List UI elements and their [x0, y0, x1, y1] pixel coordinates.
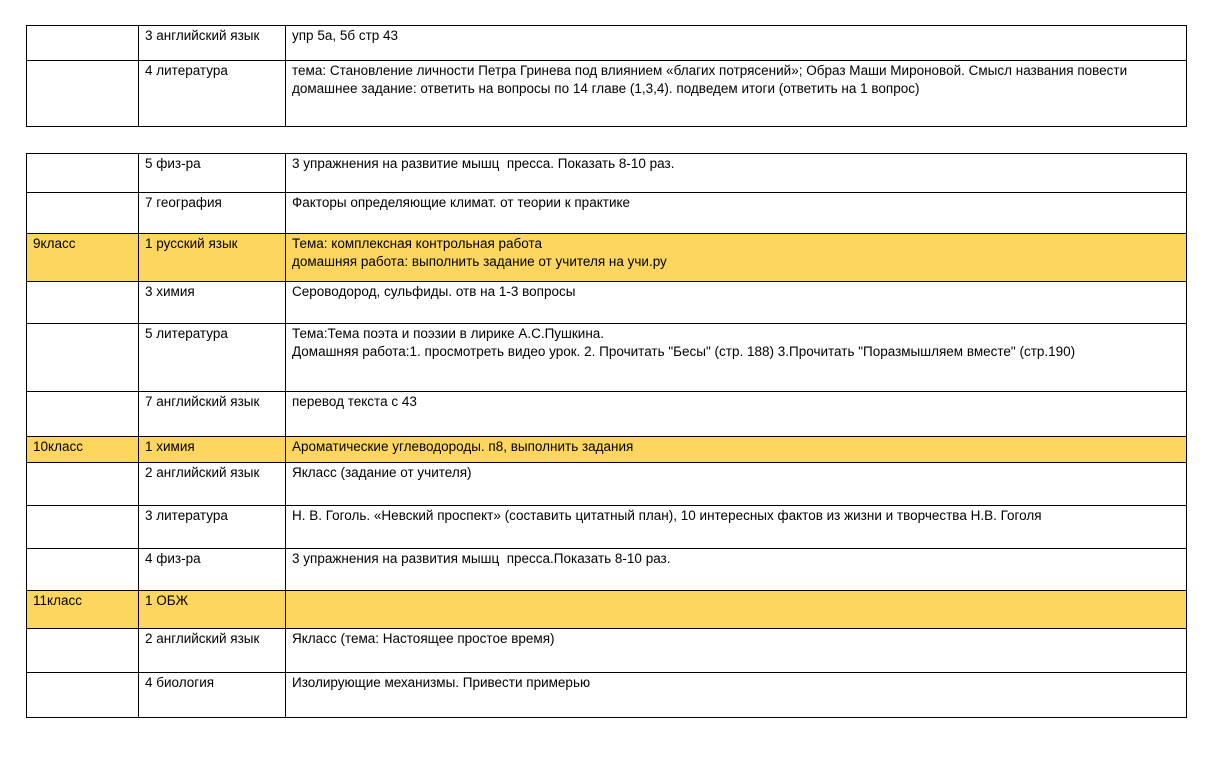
homework-line: перевод текста с 43 [292, 394, 417, 409]
homework-line: Якласс (задание от учителя) [292, 465, 472, 480]
subject-cell: 4 физ-ра [138, 548, 286, 591]
homework-cell: Факторы определяющие климат. от теории к… [285, 192, 1187, 234]
homework-cell: Изолирующие механизмы. Привести примерью [285, 672, 1187, 718]
homework-line: 3 упражнения на развития мышц пресса.Пок… [292, 551, 671, 566]
subject-cell: 7 география [138, 192, 286, 234]
table-row: 9класс 1 русский язык Тема: комплексная ко… [26, 233, 1187, 282]
homework-cell: Якласс (тема: Настоящее простое время) [285, 628, 1187, 673]
homework-line: тема: Становление личности Петра Гринева… [292, 63, 1128, 78]
homework-line: Н. В. Гоголь. «Невский проспект» (состав… [292, 508, 1042, 523]
grade-cell [26, 323, 139, 392]
grade-cell: 10класс [26, 436, 139, 463]
table-row: 4 биология Изолирующие механизмы. Привест… [26, 672, 1187, 718]
homework-cell: перевод текста с 43 [285, 391, 1187, 437]
grade-cell [26, 25, 139, 61]
grade-cell [26, 281, 139, 324]
grade-cell [26, 153, 139, 193]
homework-line: Якласс (тема: Настоящее простое время) [292, 631, 555, 646]
grade-cell [26, 391, 139, 437]
grade-cell [26, 672, 139, 718]
grade-cell [26, 548, 139, 591]
grade-cell [26, 505, 139, 549]
homework-line: Домашняя работа:1. просмотреть видео уро… [292, 344, 1076, 359]
table-row: 10класс 1 химия Ароматические углеводороды… [26, 436, 1187, 463]
subject-cell: 1 ОБЖ [138, 590, 286, 629]
upper-homework-table: 3 английский язык упр 5а, 5б стр 43 4 лите… [26, 25, 1187, 127]
homework-line: Факторы определяющие климат. от теории к… [292, 195, 631, 210]
homework-cell: 3 упражнения на развития мышц пресса.Пок… [285, 548, 1187, 591]
grade-cell [26, 192, 139, 234]
grade-cell [26, 60, 139, 127]
subject-cell: 2 английский язык [138, 462, 286, 506]
homework-cell: Н. В. Гоголь. «Невский проспект» (состав… [285, 505, 1187, 549]
subject-cell: 3 химия [138, 281, 286, 324]
homework-cell: тема: Становление личности Петра Гринева… [285, 60, 1187, 127]
table-row: 7 география Факторы определяющие климат. … [26, 192, 1187, 234]
homework-line: упр 5а, 5б стр 43 [292, 28, 399, 43]
subject-cell: 4 литература [138, 60, 286, 127]
table-row: 2 английский язык Якласс (задание от учит… [26, 462, 1187, 506]
table-row: 4 физ-ра 3 упражнения на развития мышц пр… [26, 548, 1187, 591]
subject-cell: 3 английский язык [138, 25, 286, 61]
grade-cell [26, 628, 139, 673]
table-row: 2 английский язык Якласс (тема: Настоящее… [26, 628, 1187, 673]
homework-cell: Тема:Тема поэта и поэзии в лирике А.С.Пу… [285, 323, 1187, 392]
homework-line: домашняя работа: выполнить задание от уч… [292, 254, 667, 269]
subject-cell: 3 литература [138, 505, 286, 549]
homework-line: Тема: комплексная контрольная работа [292, 236, 543, 251]
subject-cell: 1 химия [138, 436, 286, 463]
homework-cell: Сероводород, сульфиды. отв на 1-3 вопрос… [285, 281, 1187, 324]
grade-cell: 11класс [26, 590, 139, 629]
upper-table-body: 3 английский язык упр 5а, 5б стр 43 4 лите… [26, 25, 1187, 127]
subject-cell: 4 биология [138, 672, 286, 718]
homework-cell: Якласс (задание от учителя) [285, 462, 1187, 506]
table-row: 3 литература Н. В. Гоголь. «Невский просп… [26, 505, 1187, 549]
table-row: 3 химия Сероводород, сульфиды. отв на 1-3… [26, 281, 1187, 324]
table-row: 3 английский язык упр 5а, 5б стр 43 [26, 25, 1187, 61]
homework-cell [285, 590, 1187, 629]
subject-cell: 1 русский язык [138, 233, 286, 282]
table-row: 5 физ-ра 3 упражнения на развитие мышц пр… [26, 153, 1187, 193]
subject-cell: 5 литература [138, 323, 286, 392]
homework-line: Тема:Тема поэта и поэзии в лирике А.С.Пу… [292, 326, 605, 341]
homework-line: домашнее задание: ответить на вопросы по… [292, 81, 920, 96]
homework-line: Сероводород, сульфиды. отв на 1-3 вопрос… [292, 284, 576, 299]
subject-cell: 2 английский язык [138, 628, 286, 673]
grade-cell [26, 462, 139, 506]
homework-line: Ароматические углеводороды. п8, выполнит… [292, 439, 634, 454]
lower-homework-table: 5 физ-ра 3 упражнения на развитие мышц пр… [26, 153, 1187, 718]
table-row: 4 литература тема: Становление личности П… [26, 60, 1187, 127]
table-row: 5 литература Тема:Тема поэта и поэзии в л… [26, 323, 1187, 392]
lower-table-body: 5 физ-ра 3 упражнения на развитие мышц пр… [26, 153, 1187, 718]
subject-cell: 5 физ-ра [138, 153, 286, 193]
homework-cell: Ароматические углеводороды. п8, выполнит… [285, 436, 1187, 463]
subject-cell: 7 английский язык [138, 391, 286, 437]
homework-line: Изолирующие механизмы. Привести примерью [292, 675, 591, 690]
table-row: 11класс 1 ОБЖ [26, 590, 1187, 629]
homework-cell: 3 упражнения на развитие мышц пресса. По… [285, 153, 1187, 193]
homework-cell: упр 5а, 5б стр 43 [285, 25, 1187, 61]
grade-cell: 9класс [26, 233, 139, 282]
homework-line: 3 упражнения на развитие мышц пресса. По… [292, 156, 675, 171]
homework-cell: Тема: комплексная контрольная работа дома… [285, 233, 1187, 282]
table-row: 7 английский язык перевод текста с 43 [26, 391, 1187, 437]
